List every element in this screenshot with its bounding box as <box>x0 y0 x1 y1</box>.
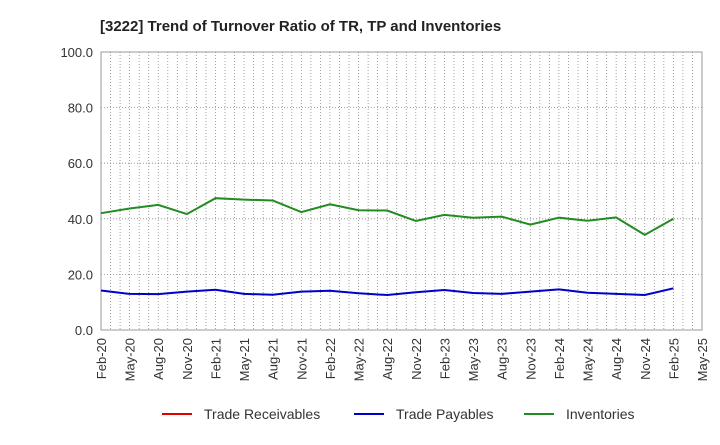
grid-layer <box>101 52 702 330</box>
series-layer <box>100 197 674 297</box>
x-tick-label: Feb-21 <box>208 338 223 379</box>
x-tick-label: Nov-22 <box>409 338 424 380</box>
x-tick-label: Aug-21 <box>266 338 281 380</box>
legend-label: Trade Receivables <box>204 406 320 422</box>
series-line-inventories <box>100 197 674 237</box>
x-tick-label: May-20 <box>123 338 138 381</box>
x-tick-label: Nov-20 <box>180 338 195 380</box>
x-tick-label: May-21 <box>237 338 252 381</box>
x-tick-label: Nov-21 <box>294 338 309 380</box>
chart-title: [3222] Trend of Turnover Ratio of TR, TP… <box>100 18 501 35</box>
x-tick-label: Nov-24 <box>638 338 653 380</box>
y-tick-label: 80.0 <box>68 101 93 116</box>
x-tick-label: Aug-23 <box>495 338 510 380</box>
legend-label: Trade Payables <box>396 406 494 422</box>
legend: Trade Receivables Trade Payables Inventori… <box>162 406 634 422</box>
x-tick-label: Aug-22 <box>380 338 395 380</box>
x-tick-label: May-24 <box>581 338 596 381</box>
x-tick-label: Aug-24 <box>609 338 624 380</box>
x-tick-label: Feb-25 <box>666 338 681 379</box>
plot-border <box>100 51 703 331</box>
y-tick-label: 100.0 <box>60 45 93 60</box>
x-tick-label: Feb-22 <box>323 338 338 379</box>
x-tick-label: May-25 <box>695 338 710 381</box>
x-tick-label: May-22 <box>352 338 367 381</box>
legend-label: Inventories <box>566 406 634 422</box>
y-tick-label: 60.0 <box>68 156 93 171</box>
x-tick-label: Aug-20 <box>151 338 166 380</box>
series-line-trade-payables <box>100 287 674 297</box>
axis-layer: 0.0 20.0 40.0 60.0 80.0 100.0 Feb-20 May-20 Aug-… <box>60 45 710 381</box>
x-tick-label: Feb-24 <box>552 338 567 379</box>
y-tick-label: 40.0 <box>68 212 93 227</box>
y-tick-label: 0.0 <box>75 323 93 338</box>
x-tick-label: Feb-23 <box>437 338 452 379</box>
x-tick-label: Nov-23 <box>523 338 538 380</box>
x-tick-label: Feb-20 <box>94 338 109 379</box>
y-tick-label: 20.0 <box>68 267 93 282</box>
x-tick-label: May-23 <box>466 338 481 381</box>
